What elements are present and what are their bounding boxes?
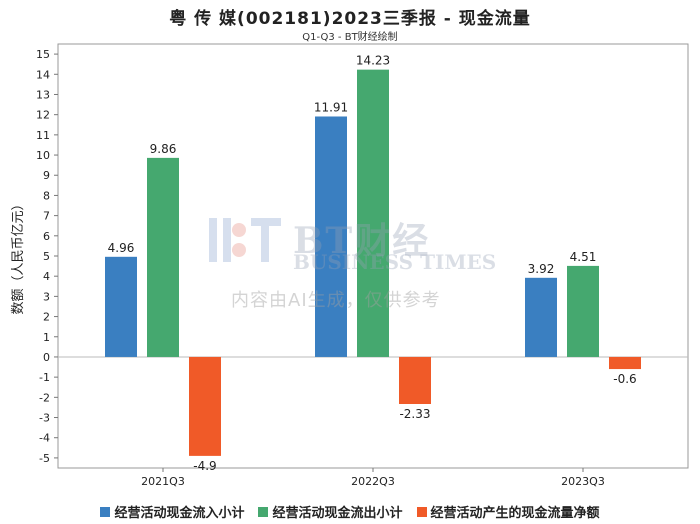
legend-item: 经营活动现金流入小计	[100, 502, 244, 521]
chart-subtitle: Q1-Q3 - BT财经绘制	[302, 32, 398, 43]
legend-swatch	[258, 506, 269, 517]
x-tick-label: 2022Q3	[351, 475, 395, 488]
y-tick-label: -3	[39, 412, 50, 425]
bar	[105, 256, 137, 357]
data-label: 4.96	[108, 241, 135, 255]
y-axis-label: 数额（人民币亿元）	[11, 197, 26, 314]
data-label: 3.92	[528, 262, 555, 276]
x-tick-label: 2023Q3	[561, 475, 605, 488]
data-label: -4.9	[193, 459, 216, 473]
y-tick-label: -1	[39, 371, 50, 384]
y-tick-label: 7	[43, 210, 50, 223]
y-tick-label: 9	[43, 169, 50, 182]
bar	[399, 356, 431, 404]
y-tick-label: -5	[39, 452, 50, 465]
y-tick-label: 6	[43, 230, 50, 243]
bar	[189, 356, 221, 456]
y-tick-label: -2	[39, 391, 50, 404]
y-tick-label: 3	[43, 290, 50, 303]
y-tick-label: 8	[43, 189, 50, 202]
x-tick-label: 2021Q3	[141, 475, 185, 488]
legend-label: 经营活动现金流出小计	[272, 506, 403, 521]
bar	[525, 277, 557, 357]
legend-item: 经营活动现金流出小计	[258, 502, 403, 521]
y-tick-label: 10	[36, 149, 50, 162]
data-label: 4.51	[570, 250, 597, 264]
data-label: 14.23	[356, 54, 390, 68]
bar	[147, 157, 179, 357]
bar	[357, 69, 389, 357]
bar	[609, 356, 641, 370]
y-tick-label: 14	[36, 68, 50, 81]
legend-label: 经营活动现金流入小计	[114, 506, 245, 521]
y-tick-label: 2	[43, 311, 50, 324]
legend-swatch	[416, 506, 427, 517]
y-tick-label: 0	[43, 351, 50, 364]
legend-swatch	[100, 506, 111, 517]
legend-label: 经营活动产生的现金流量净额	[430, 506, 600, 521]
y-tick-label: 1	[43, 331, 50, 344]
data-label: -2.33	[399, 407, 430, 421]
legend: 经营活动现金流入小计 经营活动现金流出小计 经营活动产生的现金流量净额	[0, 502, 700, 521]
data-label: 9.86	[150, 142, 177, 156]
y-tick-label: 12	[36, 109, 50, 122]
y-tick-label: 4	[43, 270, 50, 283]
bar	[567, 265, 599, 357]
y-tick-label: 13	[36, 88, 50, 101]
legend-item: 经营活动产生的现金流量净额	[416, 502, 600, 521]
chart-title: 粤 传 媒(002181)2023三季报 - 现金流量	[169, 9, 531, 29]
y-tick-label: 15	[36, 48, 50, 61]
bar	[315, 116, 347, 357]
y-tick-label: -4	[39, 432, 50, 445]
y-tick-label: 11	[36, 129, 50, 142]
y-tick-label: 5	[43, 250, 50, 263]
data-label: 11.91	[314, 100, 348, 114]
data-label: -0.6	[613, 372, 636, 386]
